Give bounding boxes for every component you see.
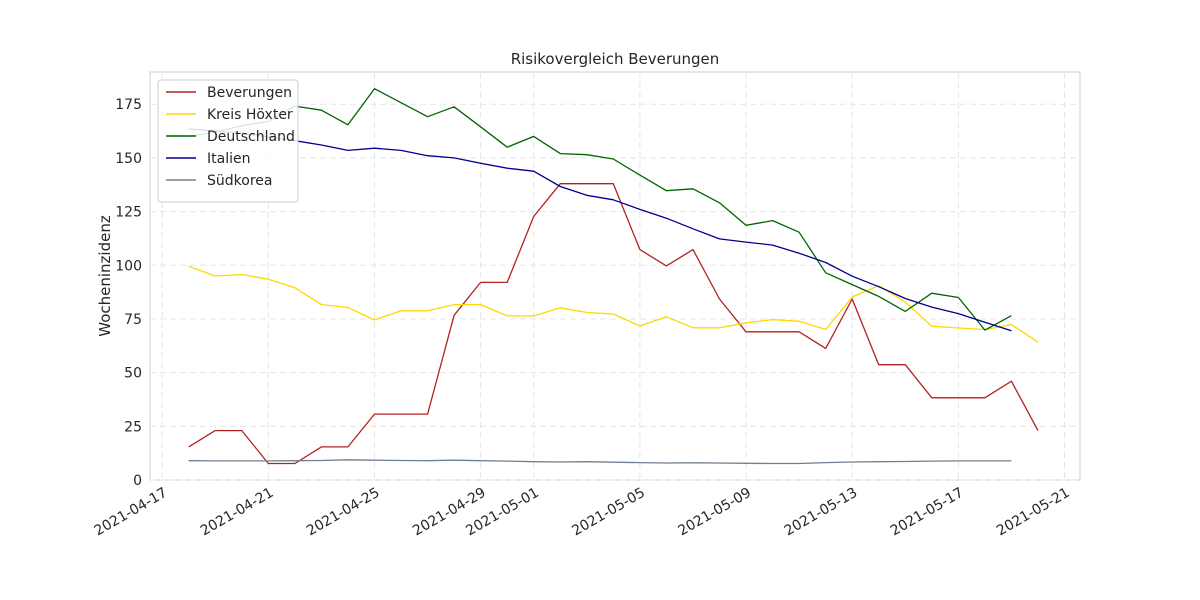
legend-box [157, 79, 299, 203]
y-tick-label-0: 0 [133, 473, 142, 489]
chart-title: Risikovergleich Beverungen [511, 50, 720, 68]
series-line-italien [188, 128, 1012, 332]
y-tick-label-50: 50 [124, 366, 142, 382]
series-layer [188, 88, 1039, 465]
plot-area [149, 71, 1081, 481]
legend-label-1: Kreis Höxter [207, 107, 293, 123]
series-line-kreis-h-xter [188, 265, 1039, 343]
legend-label-2: Deutschland [207, 129, 295, 145]
y-tick-label-25: 25 [124, 419, 142, 435]
series-line-deutschland [188, 88, 1012, 331]
legend: Beverungen Kreis Höxter Deutschland Italien… [157, 79, 299, 203]
legend-label-0: Beverungen [207, 85, 292, 101]
y-tick-label-125: 125 [115, 205, 142, 221]
legend-label-3: Italien [207, 151, 250, 167]
y-tick-label-175: 175 [115, 97, 142, 113]
y-axis-label: Wocheninzidenz [96, 215, 114, 337]
y-tick-label-150: 150 [115, 151, 142, 167]
y-tick-label-75: 75 [124, 312, 142, 328]
series-line-beverungen [188, 183, 1039, 465]
y-tick-label-100: 100 [115, 258, 142, 274]
grid [150, 72, 1080, 481]
legend-label-4: Südkorea [207, 173, 272, 189]
series-line-s-dkorea [188, 459, 1012, 465]
y-axis-ticks: 0 25 50 75 100 125 150 175 [115, 97, 142, 489]
